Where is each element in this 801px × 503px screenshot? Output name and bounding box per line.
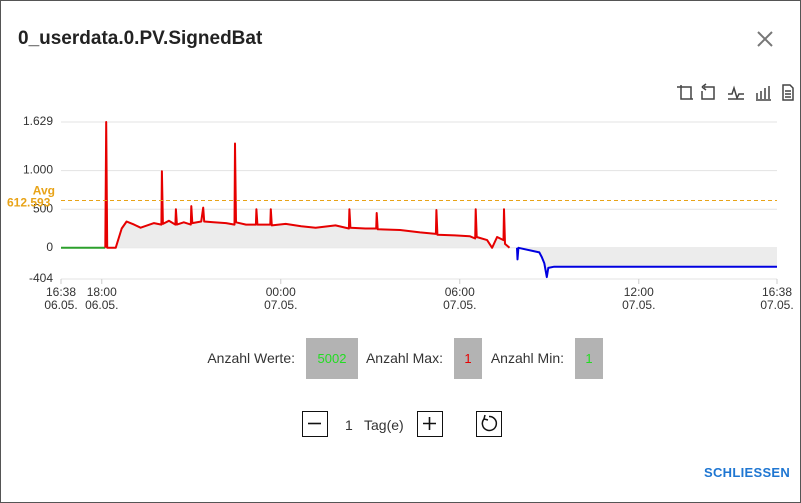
day-unit: Tag(e): [364, 417, 404, 433]
stat-label: Anzahl Min:: [490, 350, 564, 366]
x-tick-label: 07.05.: [760, 298, 793, 312]
y-tick-label: 1.629: [23, 114, 53, 128]
plus-icon: [423, 417, 436, 430]
reset-icon: [481, 414, 498, 432]
series-line: [104, 121, 511, 249]
series-area: [105, 122, 510, 248]
reset-zoom-icon[interactable]: [701, 83, 715, 100]
dialog-title: 0_userdata.0.PV.SignedBat: [18, 28, 263, 49]
data-icon[interactable]: [782, 84, 794, 101]
x-tick-label: 00:00: [266, 285, 296, 299]
reset-button[interactable]: [476, 411, 502, 437]
close-icon[interactable]: [757, 31, 773, 47]
x-tick-label: 06:00: [445, 285, 475, 299]
stat-value: 1: [454, 338, 482, 379]
average-label: Avg: [33, 184, 55, 198]
x-tick-label: 06.05.: [44, 298, 77, 312]
zoom-icon[interactable]: [677, 85, 693, 100]
stat-label: Anzahl Werte:: [207, 350, 295, 366]
x-tick-label: 16:38: [762, 285, 792, 299]
y-tick-label: 1.000: [23, 163, 53, 177]
stat-label: Anzahl Max:: [365, 350, 443, 366]
x-tick-label: 07.05.: [264, 298, 297, 312]
x-tick-label: 07.05.: [622, 298, 655, 312]
x-tick-label: 16:38: [46, 285, 76, 299]
toolbar: [677, 83, 794, 101]
stat-value: 5002: [306, 338, 358, 379]
minus-icon: [308, 422, 321, 425]
x-tick-label: 07.05.: [443, 298, 476, 312]
stat-value: 1: [575, 338, 603, 379]
plus-button[interactable]: [417, 411, 443, 437]
y-tick-label: 0: [46, 240, 53, 254]
average-value: 612.593: [7, 196, 51, 210]
y-tick-label: -404: [29, 271, 53, 285]
line-icon[interactable]: [728, 85, 744, 101]
chart: 1.6291.0005000-40416:3806.05.18:0006.05.…: [7, 31, 794, 312]
y-tick-label: 500: [33, 201, 53, 215]
minus-button[interactable]: [302, 411, 328, 437]
close-button[interactable]: SCHLIESSEN: [704, 465, 791, 480]
x-tick-label: 12:00: [624, 285, 654, 299]
series-line: [516, 246, 777, 279]
bar-icon[interactable]: [756, 86, 771, 101]
series-area: [517, 247, 777, 278]
x-tick-label: 06.05.: [85, 298, 118, 312]
day-count: 1: [345, 417, 353, 433]
x-tick-label: 18:00: [87, 285, 117, 299]
